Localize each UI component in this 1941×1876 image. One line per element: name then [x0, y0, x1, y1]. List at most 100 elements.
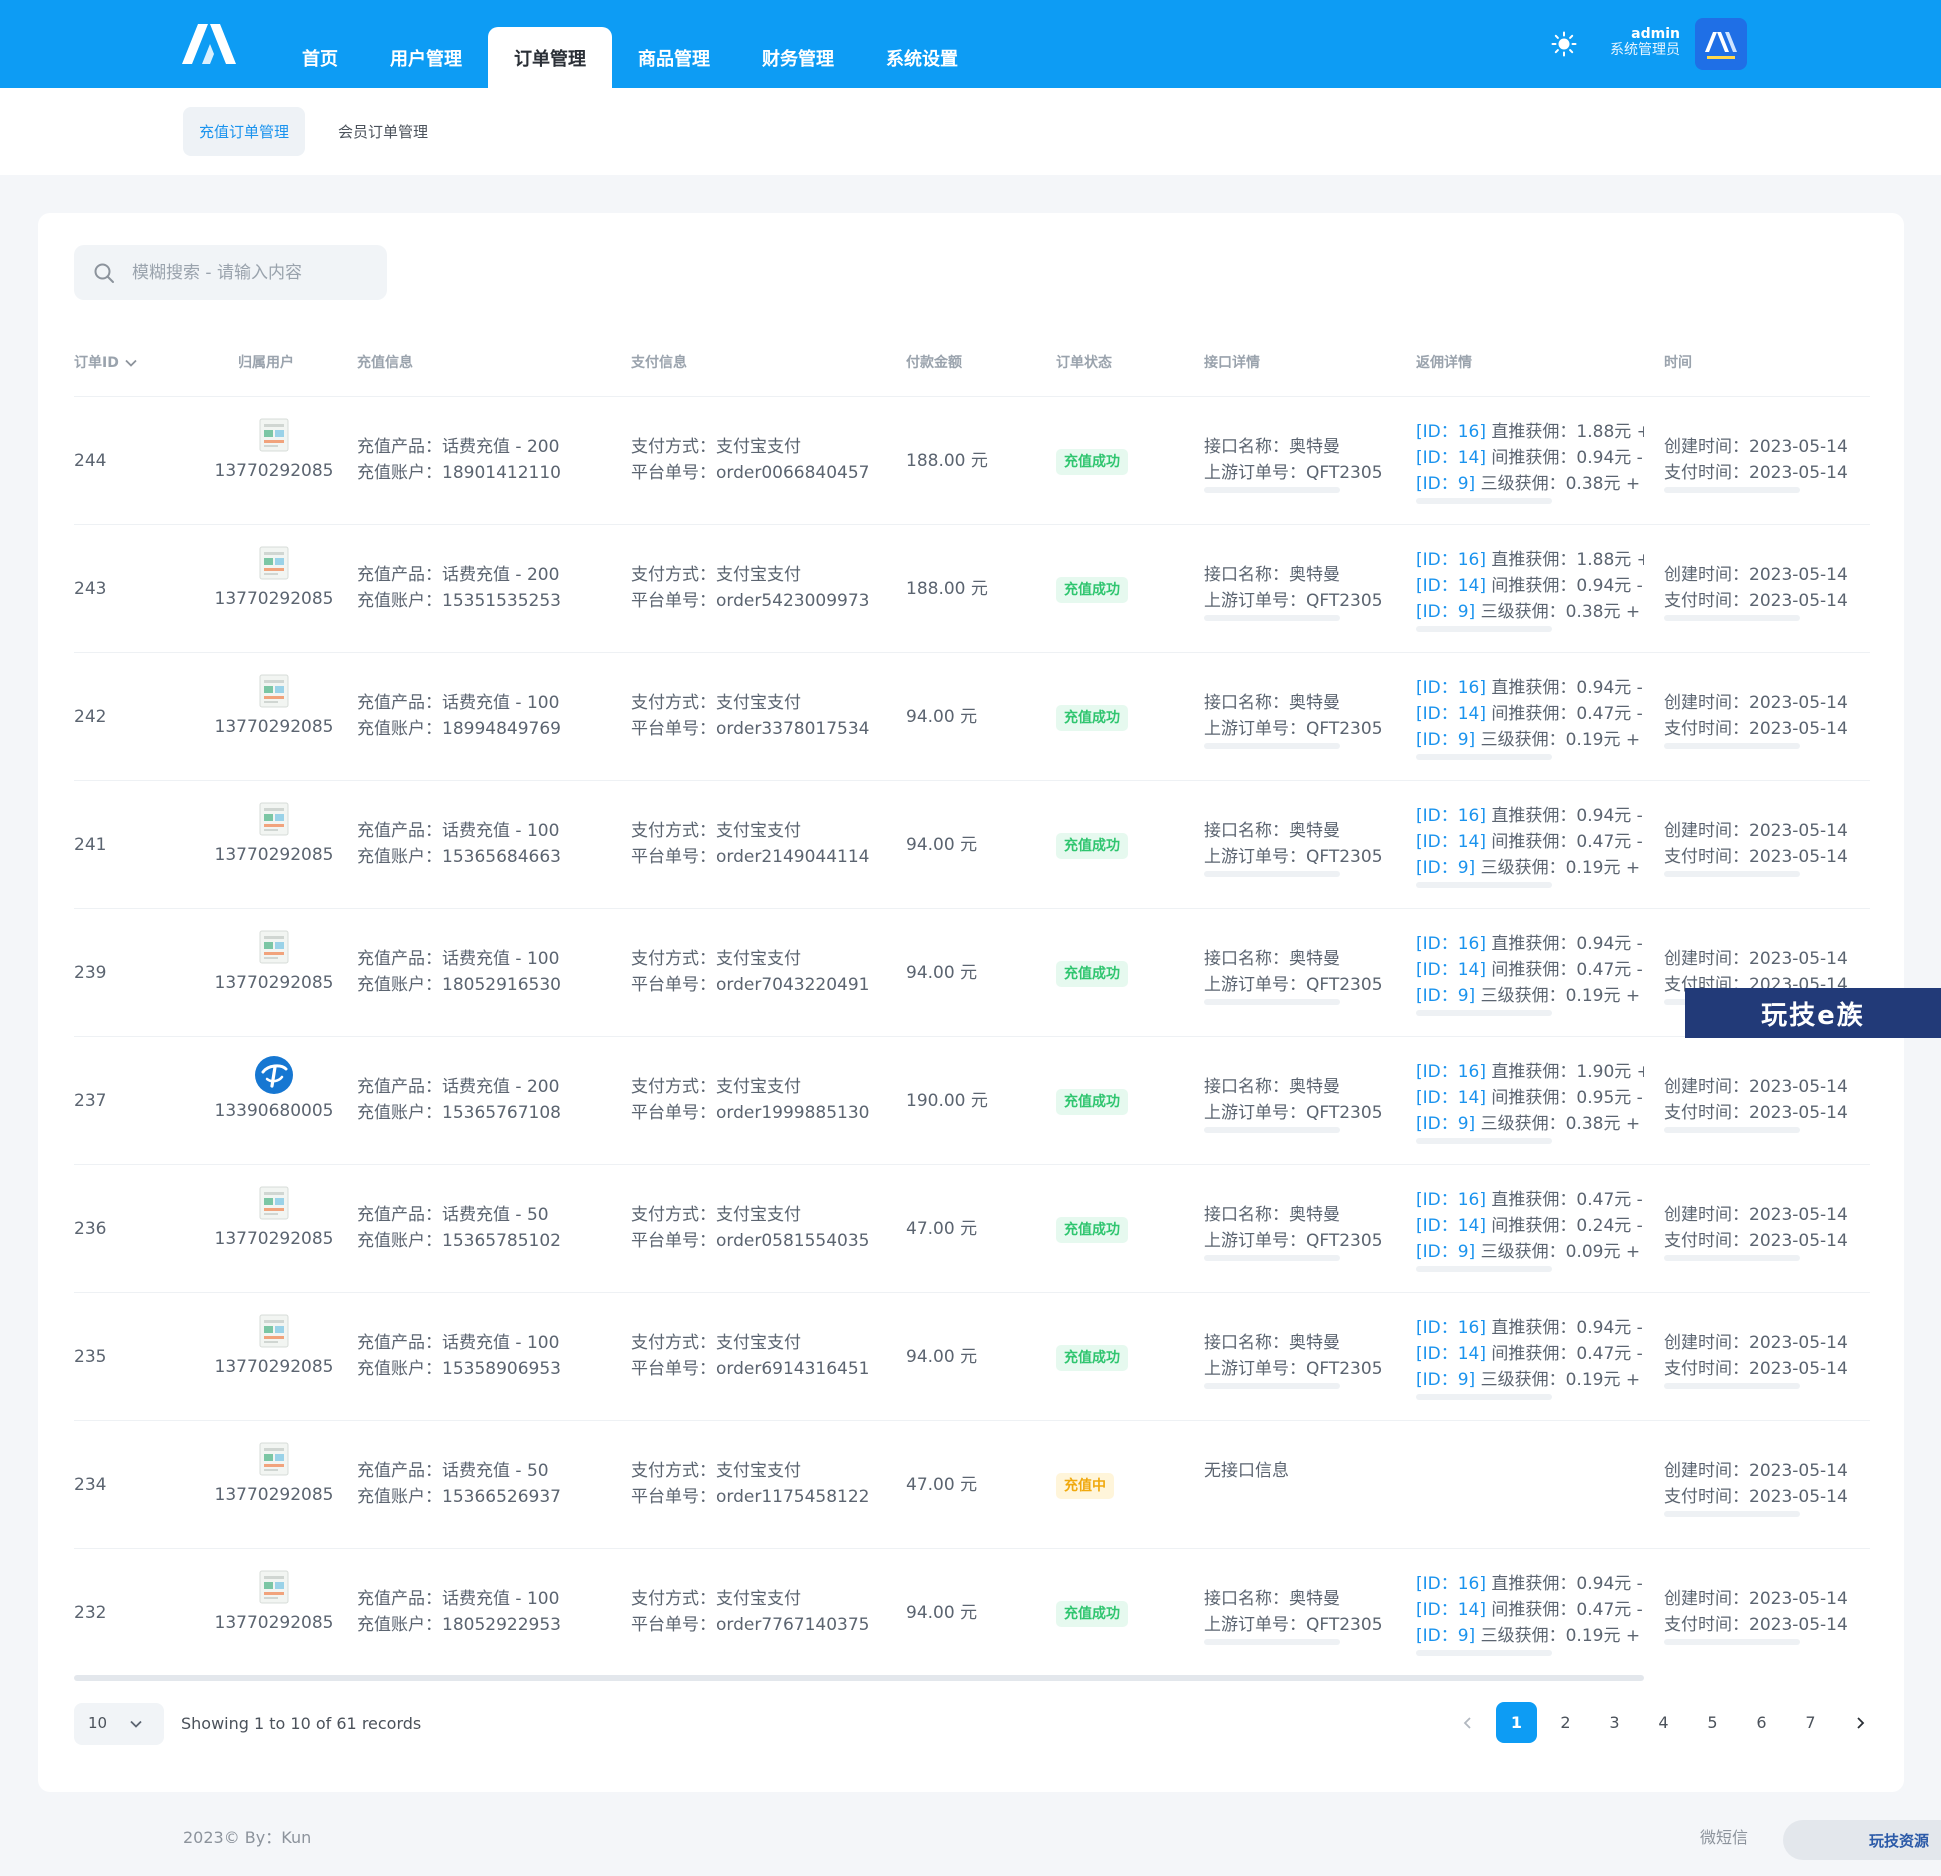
footer-link[interactable]: 微短信 [1700, 1828, 1749, 1847]
commission-user-id[interactable]: [ID：14] [1416, 960, 1487, 980]
page-button[interactable]: 2 [1560, 1713, 1571, 1732]
commission-user-id[interactable]: [ID：16] [1416, 1318, 1487, 1338]
page-button[interactable]: 7 [1805, 1713, 1816, 1732]
commission-user-id[interactable]: [ID：14] [1416, 1216, 1487, 1236]
commission-user-id[interactable]: [ID：16] [1416, 422, 1487, 442]
user-cell[interactable]: 13770292085 [194, 1311, 354, 1380]
nav-item[interactable]: 商品管理 [638, 48, 710, 70]
commission-user-id[interactable]: [ID：14] [1416, 576, 1487, 596]
table-row[interactable]: 242 13770292085 充值产品：话费充值 - 100 充值账户：189948… [74, 652, 1870, 780]
table-row[interactable]: 235 13770292085 充值产品：话费充值 - 100 充值账户：153589… [74, 1292, 1870, 1420]
nav-item[interactable]: 系统设置 [886, 48, 958, 70]
next-page-button[interactable] [1839, 1702, 1880, 1743]
cell-scrollbar[interactable] [1204, 743, 1340, 749]
commission-user-id[interactable]: [ID：16] [1416, 1190, 1487, 1210]
commission-user-id[interactable]: [ID：14] [1416, 448, 1487, 468]
commission-user-id[interactable]: [ID：16] [1416, 806, 1487, 826]
cell-scrollbar[interactable] [1204, 1127, 1340, 1133]
commission-user-id[interactable]: [ID：14] [1416, 1600, 1487, 1620]
page-button[interactable]: 5 [1707, 1713, 1718, 1732]
table-row[interactable]: 243 13770292085 充值产品：话费充值 - 200 充值账户：153515… [74, 524, 1870, 652]
cell-scrollbar[interactable] [1664, 871, 1800, 877]
cell-scrollbar[interactable] [1664, 1383, 1800, 1389]
page-button[interactable]: 4 [1658, 1713, 1669, 1732]
nav-item[interactable]: 首页 [302, 48, 338, 70]
cell-scrollbar[interactable] [1664, 615, 1800, 621]
cell-scrollbar[interactable] [1204, 871, 1340, 877]
commission-user-id[interactable]: [ID：14] [1416, 1088, 1487, 1108]
cell-scrollbar[interactable] [1664, 1639, 1800, 1645]
cell-scrollbar[interactable] [1416, 626, 1552, 632]
table-row[interactable]: 244 13770292085 充值产品：话费充值 - 200 充值账户：189014… [74, 396, 1870, 524]
page-size-select[interactable]: 10 [74, 1703, 164, 1745]
table-row[interactable]: 232 13770292085 充值产品：话费充值 - 100 充值账户：180529… [74, 1548, 1870, 1676]
cell-scrollbar[interactable] [1204, 1639, 1340, 1645]
user-cell[interactable]: 13770292085 [194, 1183, 354, 1252]
header-order-id[interactable]: 订单ID [74, 353, 137, 373]
cell-scrollbar[interactable] [1664, 1511, 1800, 1517]
commission-user-id[interactable]: [ID：9] [1416, 474, 1476, 494]
cell-scrollbar[interactable] [1416, 882, 1552, 888]
commission-user-id[interactable]: [ID：9] [1416, 1114, 1476, 1134]
nav-item[interactable]: 订单管理 [488, 27, 612, 88]
nav-item[interactable]: 财务管理 [762, 48, 834, 70]
commission-user-id[interactable]: [ID：16] [1416, 550, 1487, 570]
table-row[interactable]: 236 13770292085 充值产品：话费充值 - 50 充值账户：1536578… [74, 1164, 1870, 1292]
commission-user-id[interactable]: [ID：16] [1416, 1062, 1487, 1082]
commission-user-id[interactable]: [ID：9] [1416, 1370, 1476, 1390]
table-row[interactable]: 237 13390680005 充值产品：话费充值 - 200 充值账户：153657… [74, 1036, 1870, 1164]
commission-user-id[interactable]: [ID：16] [1416, 678, 1487, 698]
tab-member-orders[interactable]: 会员订单管理 [338, 123, 429, 141]
user-cell[interactable]: 13770292085 [194, 1439, 354, 1508]
theme-sun-icon[interactable] [1551, 31, 1577, 57]
page-button[interactable]: 3 [1609, 1713, 1620, 1732]
avatar[interactable] [1695, 18, 1747, 70]
commission-user-id[interactable]: [ID：14] [1416, 1344, 1487, 1364]
commission-user-id[interactable]: [ID：9] [1416, 1626, 1476, 1646]
commission-user-id[interactable]: [ID：16] [1416, 1574, 1487, 1594]
cell-scrollbar[interactable] [1416, 498, 1552, 504]
cell-scrollbar[interactable] [1664, 487, 1800, 493]
page-button[interactable]: 6 [1756, 1713, 1767, 1732]
cell-scrollbar[interactable] [1416, 1266, 1552, 1272]
cell-scrollbar[interactable] [1204, 999, 1340, 1005]
user-cell[interactable]: 13770292085 [194, 415, 354, 484]
search-input[interactable] [132, 245, 372, 300]
user-cell[interactable]: 13770292085 [194, 799, 354, 868]
commission-user-id[interactable]: [ID：16] [1416, 934, 1487, 954]
cell-scrollbar[interactable] [1664, 743, 1800, 749]
user-cell[interactable]: 13770292085 [194, 671, 354, 740]
horizontal-scrollbar[interactable] [74, 1675, 1644, 1681]
cell-scrollbar[interactable] [1416, 1010, 1552, 1016]
cell-scrollbar[interactable] [1204, 1255, 1340, 1261]
commission-user-id[interactable]: [ID：9] [1416, 1242, 1476, 1262]
cell-scrollbar[interactable] [1416, 754, 1552, 760]
tab-recharge-orders[interactable]: 充值订单管理 [183, 107, 306, 156]
user-cell[interactable]: 13390680005 [194, 1055, 354, 1124]
cell-scrollbar[interactable] [1204, 487, 1340, 493]
commission-user-id[interactable]: [ID：9] [1416, 730, 1476, 750]
user-cell[interactable]: 13770292085 [194, 543, 354, 612]
sort-chevron-icon[interactable] [125, 359, 137, 367]
commission-user-id[interactable]: [ID：9] [1416, 858, 1476, 878]
prev-page-button[interactable] [1447, 1702, 1488, 1743]
user-cell[interactable]: 13770292085 [194, 927, 354, 996]
table-row[interactable]: 234 13770292085 充值产品：话费充值 - 50 充值账户：1536652… [74, 1420, 1870, 1548]
table-row[interactable]: 241 13770292085 充值产品：话费充值 - 100 充值账户：153656… [74, 780, 1870, 908]
commission-user-id[interactable]: [ID：14] [1416, 704, 1487, 724]
cell-scrollbar[interactable] [1416, 1138, 1552, 1144]
nav-item[interactable]: 用户管理 [390, 48, 462, 70]
cell-scrollbar[interactable] [1204, 1383, 1340, 1389]
table-row[interactable]: 239 13770292085 充值产品：话费充值 - 100 充值账户：180529… [74, 908, 1870, 1036]
cell-scrollbar[interactable] [1664, 1255, 1800, 1261]
commission-user-id[interactable]: [ID：9] [1416, 602, 1476, 622]
user-cell[interactable]: 13770292085 [194, 1567, 354, 1636]
cell-scrollbar[interactable] [1204, 615, 1340, 621]
commission-user-id[interactable]: [ID：14] [1416, 832, 1487, 852]
cell-scrollbar[interactable] [1416, 1650, 1552, 1656]
page-button[interactable]: 1 [1496, 1702, 1537, 1743]
commission-user-id[interactable]: [ID：9] [1416, 986, 1476, 1006]
cell-scrollbar[interactable] [1664, 1127, 1800, 1133]
cell-scrollbar[interactable] [1416, 1394, 1552, 1400]
logo-icon[interactable] [180, 22, 238, 66]
